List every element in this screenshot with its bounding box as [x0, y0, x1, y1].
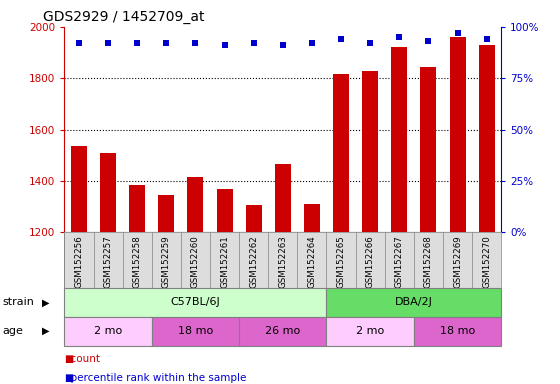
Text: GSM152270: GSM152270	[482, 235, 491, 288]
Text: GSM152268: GSM152268	[424, 235, 433, 288]
Bar	[64, 288, 326, 317]
Point	[220, 42, 229, 48]
Text: ■: ■	[64, 354, 73, 364]
Bar	[188, 177, 203, 232]
Text: GSM152257: GSM152257	[104, 235, 113, 288]
Text: GSM152269: GSM152269	[453, 235, 462, 288]
Point	[133, 40, 142, 46]
Text: C57BL/6J: C57BL/6J	[171, 297, 220, 308]
Bar	[217, 189, 232, 232]
Point	[74, 40, 83, 46]
Point	[366, 40, 375, 46]
Text: 18 mo: 18 mo	[178, 326, 213, 336]
Bar	[421, 67, 436, 232]
Bar	[246, 205, 262, 232]
Bar	[333, 74, 349, 232]
Text: percentile rank within the sample: percentile rank within the sample	[64, 373, 247, 383]
Text: age: age	[3, 326, 24, 336]
Text: GSM152263: GSM152263	[278, 235, 287, 288]
Text: DBA/2J: DBA/2J	[395, 297, 433, 308]
Point	[395, 34, 404, 40]
Point	[424, 38, 433, 44]
Text: count: count	[64, 354, 100, 364]
Text: ▶: ▶	[42, 326, 49, 336]
Bar	[275, 164, 291, 232]
Bar	[158, 195, 174, 232]
Text: strain: strain	[3, 297, 35, 308]
Text: GSM152267: GSM152267	[395, 235, 404, 288]
Text: GSM152264: GSM152264	[307, 235, 316, 288]
Text: 2 mo: 2 mo	[94, 326, 122, 336]
Point	[278, 42, 287, 48]
Bar	[326, 317, 414, 346]
Text: GSM152265: GSM152265	[337, 235, 346, 288]
Point	[482, 36, 491, 42]
Bar	[239, 317, 326, 346]
Point	[307, 40, 316, 46]
Text: 18 mo: 18 mo	[440, 326, 475, 336]
Text: GSM152266: GSM152266	[366, 235, 375, 288]
Text: GSM152258: GSM152258	[133, 235, 142, 288]
Bar	[100, 153, 116, 232]
Bar	[64, 317, 152, 346]
Text: 26 mo: 26 mo	[265, 326, 300, 336]
Point	[337, 36, 346, 42]
Point	[453, 30, 462, 36]
Bar	[152, 317, 239, 346]
Bar	[479, 45, 494, 232]
Text: GSM152261: GSM152261	[220, 235, 229, 288]
Text: GSM152256: GSM152256	[74, 235, 83, 288]
Point	[162, 40, 171, 46]
Bar	[326, 288, 501, 317]
Bar	[362, 71, 378, 232]
Text: GSM152262: GSM152262	[249, 235, 258, 288]
Bar	[414, 317, 501, 346]
Text: GSM152260: GSM152260	[191, 235, 200, 288]
Point	[249, 40, 258, 46]
Bar	[71, 146, 87, 232]
Text: GSM152259: GSM152259	[162, 235, 171, 288]
Bar	[450, 37, 465, 232]
Bar	[129, 185, 145, 232]
Text: ■: ■	[64, 373, 73, 383]
Bar	[304, 204, 320, 232]
Text: 2 mo: 2 mo	[356, 326, 384, 336]
Bar	[391, 47, 407, 232]
Point	[104, 40, 113, 46]
Point	[191, 40, 200, 46]
Text: ▶: ▶	[42, 297, 49, 308]
Text: GDS2929 / 1452709_at: GDS2929 / 1452709_at	[43, 10, 204, 25]
